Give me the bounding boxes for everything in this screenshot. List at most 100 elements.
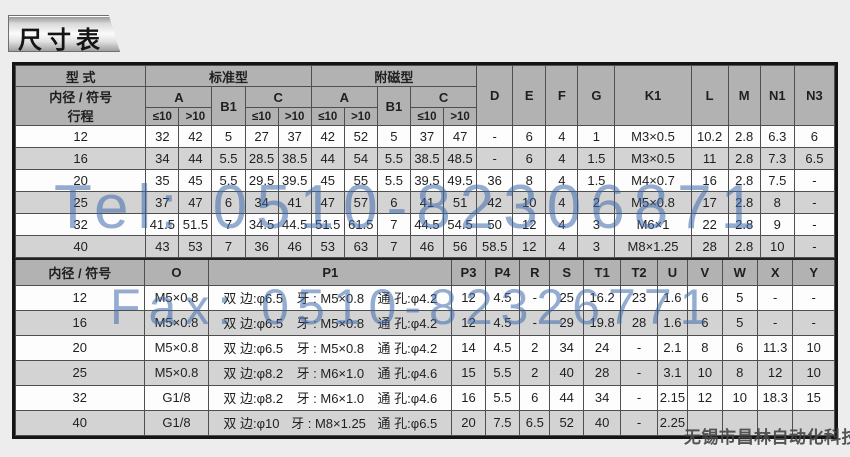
value-cell: 47	[310, 191, 345, 214]
value-cell: M3×0.5	[614, 125, 692, 148]
value-cell: 12	[687, 384, 723, 411]
port-thread-cell: M5×0.8	[143, 359, 210, 386]
value-cell: 10	[512, 191, 547, 214]
header-stroke: 行程	[67, 109, 94, 124]
value-cell: 5	[721, 284, 758, 311]
table-row: 12 32 42 5 27 37 42 52 5 37 47-6 4 1 M3×0.5 10.2 2.8 6.3…	[14, 125, 836, 148]
header-col-P3: P3	[451, 258, 486, 286]
table-row: 16 34 44 5.5 28.5 38.5 44 54 5.5 38.5 48.5-6 4 1.5 M3…	[14, 147, 836, 170]
value-cell: 34.5	[244, 213, 279, 236]
value-cell: 8	[721, 359, 758, 386]
value-cell: 36	[476, 169, 514, 192]
value-cell: 55	[343, 169, 378, 192]
value-cell: 52	[549, 409, 584, 436]
value-cell: 39.5	[409, 169, 445, 192]
header-mag-B1: B1	[376, 86, 411, 126]
table-row: 16 M5×0.8 双 边:φ6.5 牙 : M5×0.8 通 孔:φ4.2 12 4.5-…	[15, 309, 835, 336]
value-cell: 10	[792, 359, 835, 386]
value-cell: 10.2	[690, 125, 729, 148]
value-cell: 5	[376, 125, 411, 148]
value-cell: 5.5	[484, 384, 521, 411]
value-cell: 8	[759, 191, 795, 214]
value-cell: 7.5	[759, 169, 795, 192]
value-cell: 53	[310, 235, 345, 258]
value-cell: 10	[721, 384, 758, 411]
p1-cell: 双 边:φ6.5 牙 : M5×0.8 通 孔:φ4.2	[208, 334, 453, 361]
value-cell: 51	[443, 191, 478, 214]
value-cell: 15	[451, 359, 486, 386]
header-col-S: S	[549, 258, 584, 286]
value-cell: 6	[721, 334, 758, 361]
p1-part: 通 孔:φ4.6	[377, 366, 438, 381]
value-cell: 63	[343, 235, 378, 258]
value-cell: 4.5	[484, 309, 521, 336]
header-gt10: >10	[178, 107, 213, 126]
p1-cell: 双 边:φ6.5 牙 : M5×0.8 通 孔:φ4.2	[208, 284, 453, 311]
p1-part: 牙 : M8×1.25	[291, 416, 366, 431]
value-cell: 52	[343, 125, 378, 148]
header-col-Y: Y	[792, 258, 835, 286]
value-cell: 44.5	[277, 213, 312, 236]
table-row: 40 43 53 7 36 46 53 63 7 46 56 58.5 12 4 3 M8×1.25 28 2.8…	[14, 235, 836, 258]
bore-cell: 32	[14, 213, 147, 236]
header-col-K1: K1	[614, 65, 692, 126]
value-cell: 6	[211, 191, 246, 214]
value-cell: -	[620, 334, 658, 361]
value-cell: 47	[178, 191, 213, 214]
table-row: 12 M5×0.8 双 边:φ6.5 牙 : M5×0.8 通 孔:φ4.2 12 4.5-…	[15, 284, 835, 311]
value-cell: 25	[549, 284, 584, 311]
value-cell: 2.8	[727, 169, 761, 192]
value-cell: 42	[178, 125, 213, 148]
value-cell: 2.8	[727, 213, 761, 236]
value-cell: 8	[687, 334, 723, 361]
value-cell: 42	[476, 191, 514, 214]
bore-cell: 20	[15, 334, 145, 361]
header-col-M: M	[727, 65, 761, 126]
header-standard-type: 标准型	[145, 65, 312, 87]
bore-cell: 40	[14, 235, 147, 258]
value-cell: 35	[145, 169, 180, 192]
p1-part: 通 孔:φ4.2	[377, 341, 438, 356]
value-cell: 54.5	[443, 213, 478, 236]
value-cell: 4.5	[484, 284, 521, 311]
value-cell: 61.5	[343, 213, 378, 236]
p1-cell: 双 边:φ8.2 牙 : M6×1.0 通 孔:φ4.6	[208, 384, 453, 411]
value-cell: 5.5	[211, 147, 246, 170]
value-cell: 7	[376, 213, 411, 236]
header-std-C: C	[244, 86, 312, 108]
value-cell: 1.6	[656, 309, 689, 336]
value-cell: 2	[519, 359, 551, 386]
bore-cell: 12	[15, 284, 145, 311]
value-cell: 34	[549, 334, 584, 361]
value-cell: 6.3	[759, 125, 795, 148]
value-cell: 2.8	[727, 147, 761, 170]
p1-part: 双 边:φ10	[223, 416, 280, 431]
value-cell: 2	[519, 334, 551, 361]
value-cell: 11	[690, 147, 729, 170]
value-cell: 9	[759, 213, 795, 236]
port-thread-cell: M5×0.8	[143, 309, 210, 336]
header-bore-symbol: 内径 / 符号	[49, 90, 113, 105]
value-cell: M3×0.5	[614, 147, 692, 170]
header-col-T2: T2	[620, 258, 658, 286]
value-cell: 44	[178, 147, 213, 170]
header-gt10: >10	[343, 107, 378, 126]
value-cell: 1.5	[577, 169, 616, 192]
value-cell: -	[519, 284, 551, 311]
value-cell: 5.5	[376, 147, 411, 170]
value-cell: 16	[690, 169, 729, 192]
value-cell: 28.5	[244, 147, 279, 170]
value-cell: 4	[545, 125, 579, 148]
value-cell: 44	[549, 384, 584, 411]
value-cell: 7	[211, 235, 246, 258]
value-cell: -	[620, 384, 658, 411]
p1-cell: 双 边:φ10 牙 : M8×1.25 通 孔:φ6.5	[208, 409, 453, 436]
value-cell: 12	[512, 213, 547, 236]
bore-cell: 16	[15, 309, 145, 336]
p1-part: 通 孔:φ4.6	[377, 391, 438, 406]
value-cell: 7.5	[484, 409, 521, 436]
value-cell: 41.5	[145, 213, 180, 236]
header-col-F: F	[545, 65, 579, 126]
p1-part: 通 孔:φ4.2	[377, 316, 438, 331]
port-thread-cell: G1/8	[143, 409, 210, 436]
